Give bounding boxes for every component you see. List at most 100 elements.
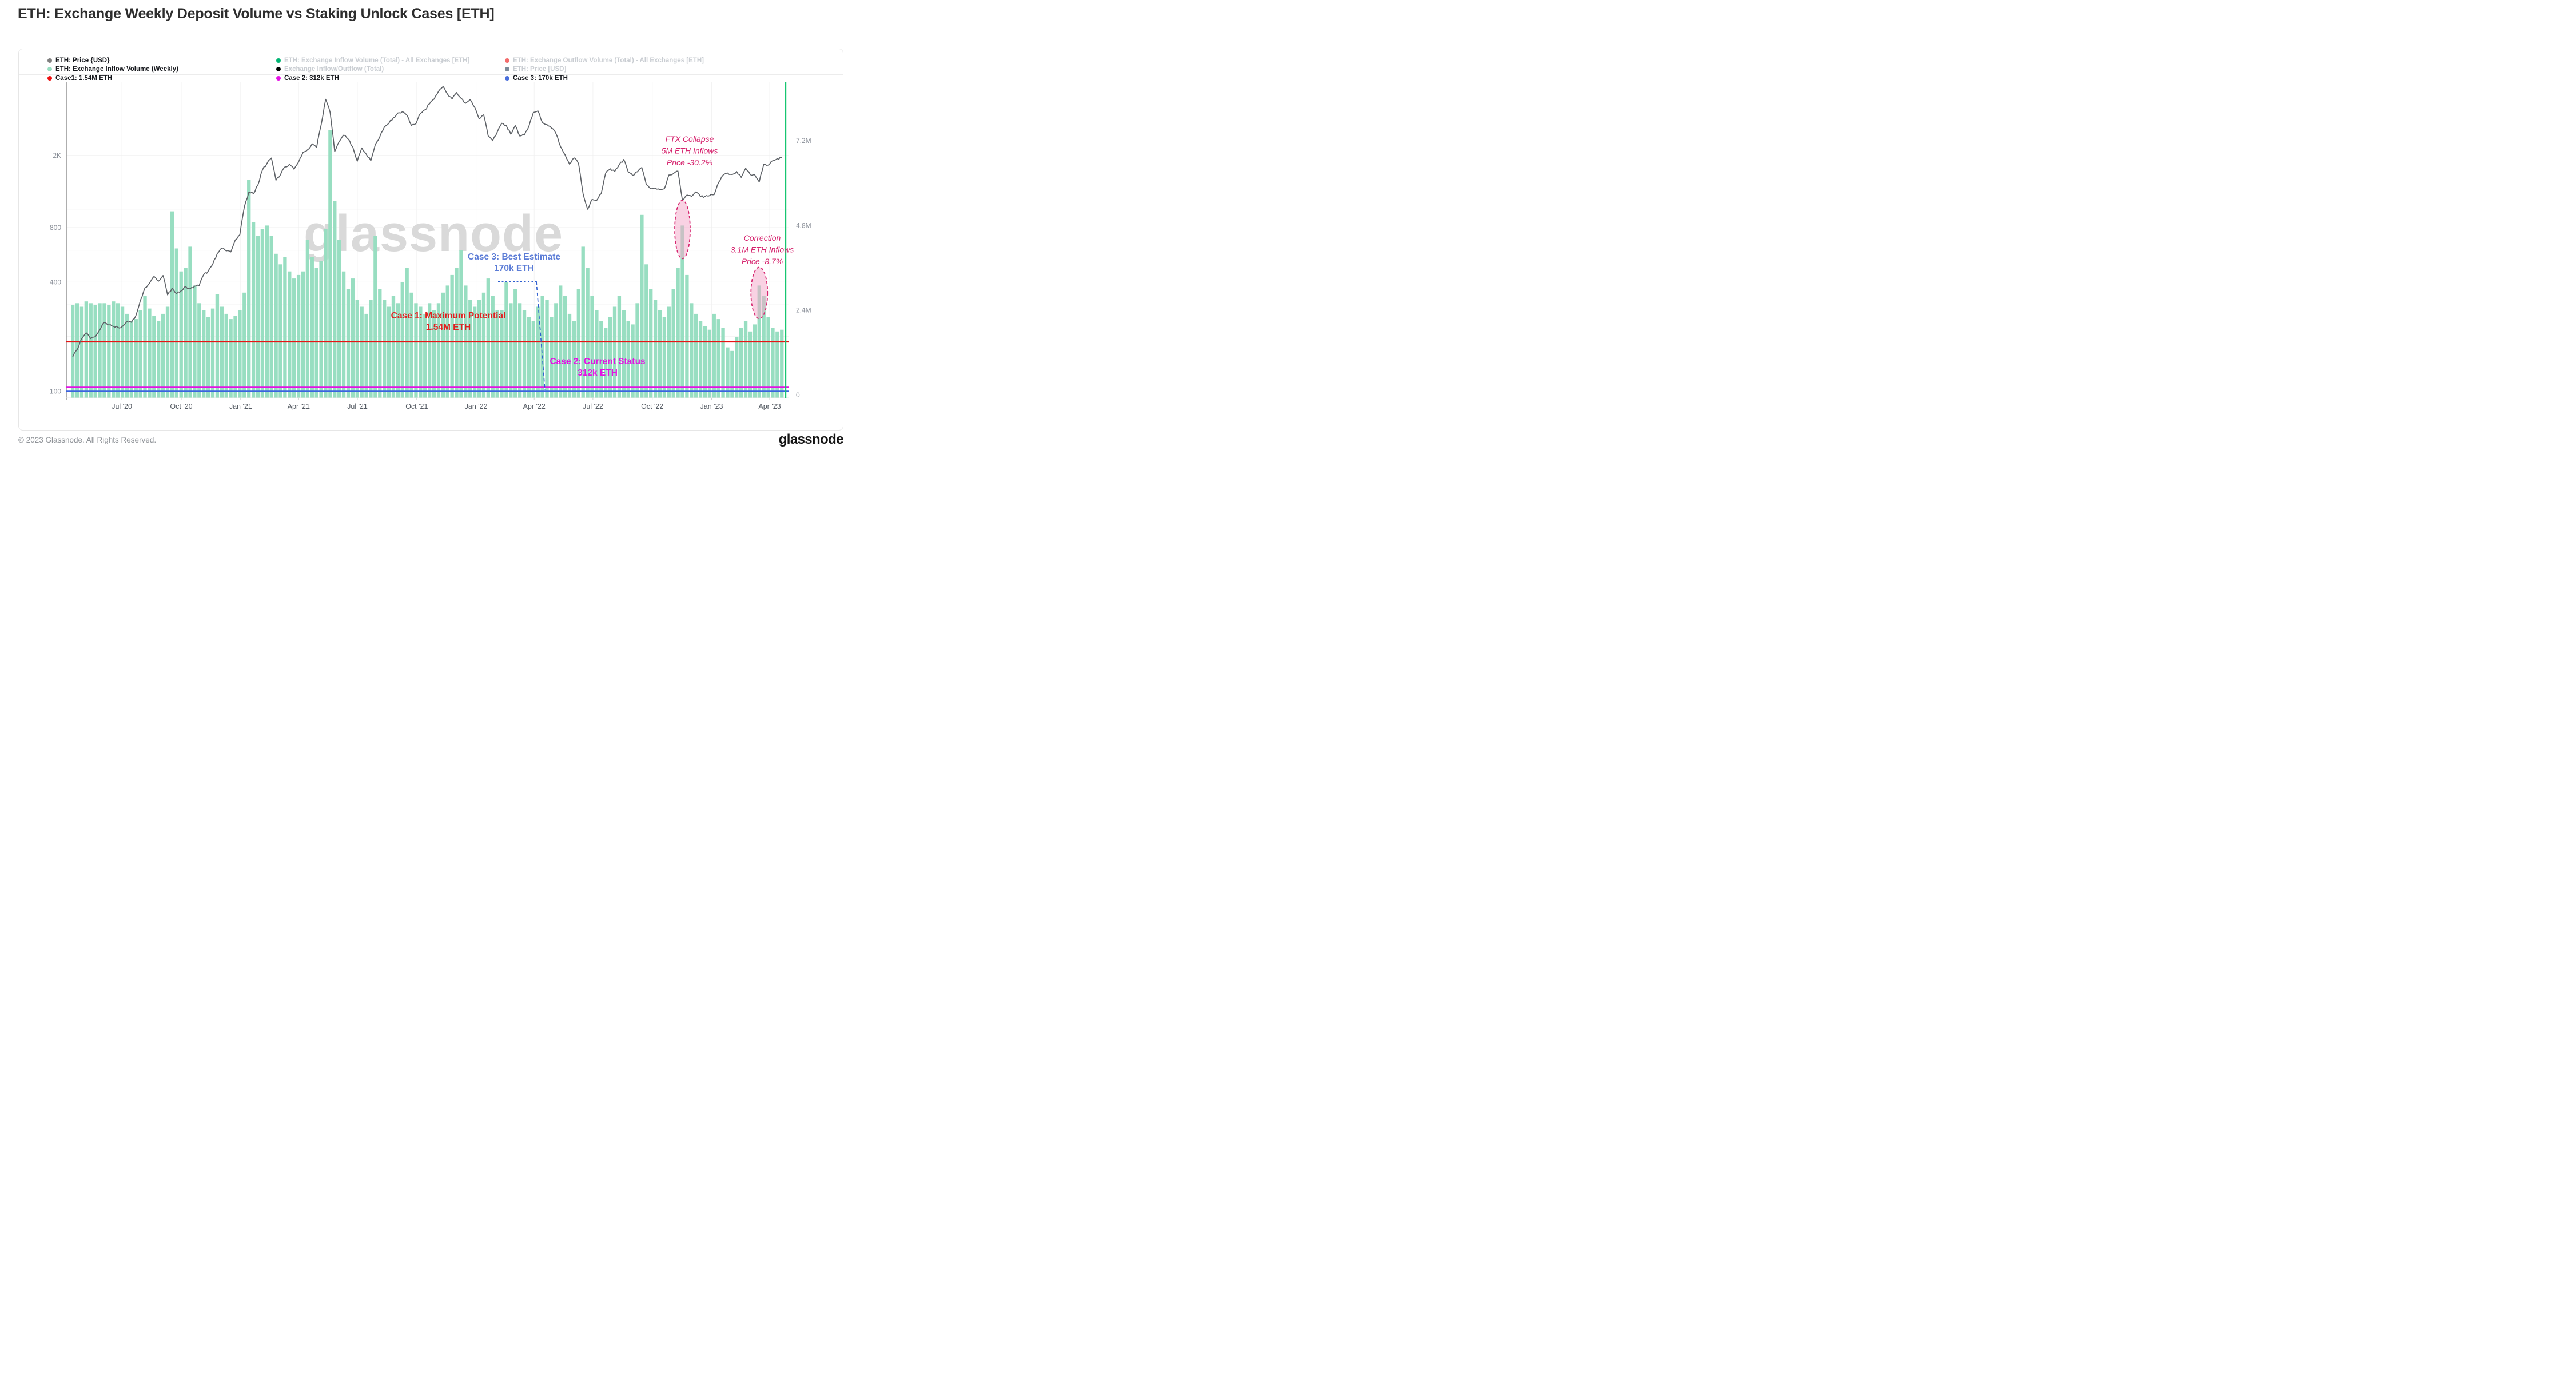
left-axis-tick: 2K [53, 152, 61, 160]
legend-column-1: ETH: Price {USD} ETH: Exchange Inflow Vol… [47, 57, 178, 82]
inflow-bar [567, 313, 572, 398]
inflow-bar [355, 300, 359, 398]
legend-item[interactable]: Case 2: 312k ETH [276, 74, 469, 83]
x-axis-tick: Apr '23 [758, 402, 781, 410]
legend-dot-icon [47, 75, 52, 81]
inflow-bar [536, 306, 540, 398]
inflow-bar [143, 296, 147, 398]
right-axis-tick: 2.4M [796, 306, 811, 314]
inflow-bar [71, 305, 75, 398]
legend-item[interactable]: ETH: Price {USD} [47, 57, 178, 65]
right-axis-tick: 7.2M [796, 137, 811, 145]
inflow-bar [707, 329, 712, 398]
inflow-bar [378, 289, 382, 398]
inflow-bar [224, 313, 228, 398]
inflow-bar [477, 300, 481, 398]
inflow-bar [540, 296, 544, 398]
watermark: glassnode [304, 205, 563, 262]
legend-item[interactable]: ETH: Exchange Outflow Volume (Total) - A… [505, 57, 704, 65]
inflow-bar [188, 246, 192, 398]
x-axis-tick: Apr '22 [523, 402, 546, 410]
inflow-bar [161, 313, 165, 398]
correction-annotation-text: Correction [744, 233, 781, 242]
inflow-bar [170, 211, 174, 398]
inflow-bar [595, 310, 599, 398]
inflow-bar [138, 310, 142, 398]
ftx-annotation-text: FTX Collapse [666, 134, 714, 144]
legend-item[interactable]: Exchange Inflow/Outflow (Total) [276, 65, 469, 74]
inflow-bar [319, 261, 323, 398]
legend-dot-icon [276, 66, 281, 71]
inflow-bar [210, 308, 215, 398]
inflow-bar [730, 350, 734, 398]
inflow-bar [229, 319, 233, 398]
correction-annotation-text: 3.1M ETH Inflows [731, 245, 794, 254]
inflow-bar [278, 264, 282, 398]
chart-svg[interactable]: glassnode FTX Collapse 5M ETH Inflows Price… [19, 49, 844, 429]
inflow-bar [197, 303, 201, 398]
inflow-bar [671, 289, 675, 398]
inflow-bar [450, 274, 454, 398]
inflow-bar [545, 300, 549, 398]
footer-copyright: © 2023 Glassnode. All Rights Reserved. [18, 436, 157, 444]
glassnode-logo: glassnode [778, 432, 844, 447]
x-axis-tick: Jul '20 [112, 402, 132, 410]
inflow-bar [690, 303, 694, 398]
inflow-bar [748, 331, 753, 398]
legend-dot-icon [276, 75, 281, 81]
inflow-bar [531, 321, 535, 398]
inflow-bar [283, 257, 287, 398]
inflow-bar [680, 225, 684, 398]
left-axis-tick: 100 [50, 387, 61, 395]
inflow-bar [337, 240, 341, 398]
inflow-bar [260, 229, 265, 398]
inflow-bar [383, 300, 387, 398]
inflow-bar [238, 310, 242, 398]
legend-item[interactable]: ETH: Exchange Inflow Volume (Weekly) [47, 65, 178, 74]
inflow-bar [590, 296, 594, 398]
inflow-bar [269, 236, 273, 398]
inflow-bar [432, 310, 436, 398]
inflow-bar [780, 329, 784, 398]
inflow-bar [152, 316, 156, 398]
inflow-bar [202, 310, 206, 398]
inflow-bar [184, 268, 188, 398]
page-title: ETH: Exchange Weekly Deposit Volume vs S… [18, 6, 495, 22]
legend-dot-icon [505, 58, 509, 63]
inflow-bar [305, 240, 310, 398]
inflow-bar [572, 321, 576, 398]
inflow-bar [522, 310, 527, 398]
inflow-bar [79, 306, 84, 398]
inflow-bar [653, 300, 658, 398]
inflow-bar [649, 289, 653, 398]
x-axis-tick: Jan '22 [465, 402, 488, 410]
x-axis-tick: Jan '23 [700, 402, 723, 410]
inflow-bar [93, 305, 97, 398]
inflow-bar [400, 282, 404, 398]
legend-dot-icon [276, 58, 281, 63]
chart-canvas[interactable]: glassnode FTX Collapse 5M ETH Inflows Price… [19, 49, 844, 429]
inflow-bar [550, 317, 554, 398]
legend-item[interactable]: ETH: Exchange Inflow Volume (Total) - Al… [276, 57, 469, 65]
inflow-bar [721, 328, 725, 398]
inflow-bar [314, 268, 318, 398]
inflow-bar [667, 306, 671, 398]
x-axis-tick: Jan '21 [229, 402, 252, 410]
inflow-bar [157, 321, 161, 398]
legend-item[interactable]: Case 3: 170k ETH [505, 74, 704, 83]
inflow-bar [459, 250, 463, 398]
case1-label: 1.54M ETH [426, 322, 471, 332]
legend-item[interactable]: Case1: 1.54M ETH [47, 74, 178, 83]
inflow-bar [405, 268, 409, 398]
inflow-bar [423, 313, 427, 398]
x-axis-tick: Jul '22 [583, 402, 603, 410]
inflow-bar [247, 180, 251, 398]
inflow-bar [341, 271, 346, 398]
legend-item[interactable]: ETH: Price [USD] [505, 65, 704, 74]
legend-label: Case 2: 312k ETH [284, 74, 339, 82]
inflow-bar [658, 310, 662, 398]
inflow-bar [409, 292, 413, 398]
inflow-bar [98, 303, 102, 398]
inflow-bar [292, 278, 296, 398]
inflow-bar [608, 317, 612, 398]
